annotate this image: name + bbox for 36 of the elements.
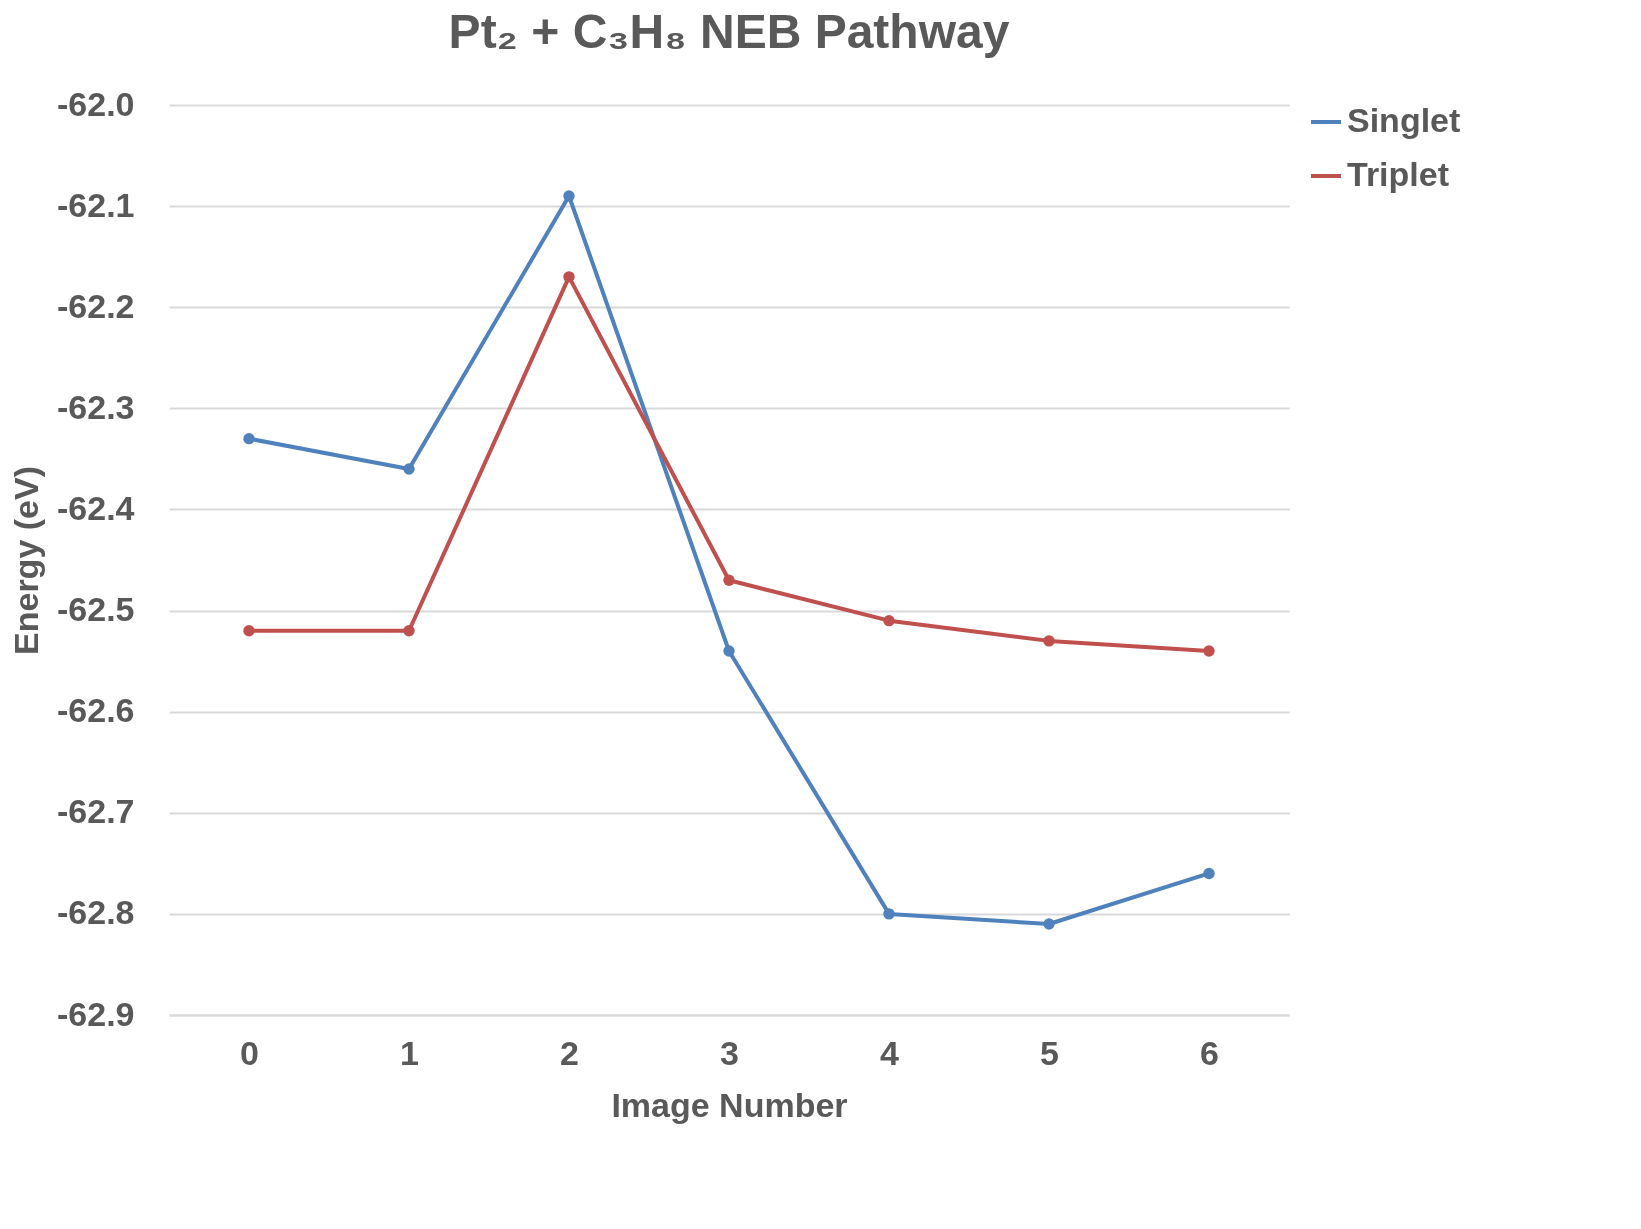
point	[1043, 635, 1055, 647]
point	[243, 432, 255, 445]
y-tick-label: -62.7	[57, 792, 135, 831]
x-tick-label: 5	[1040, 1033, 1059, 1072]
y-tick-label: -62.1	[57, 185, 135, 224]
x-tick-label: 1	[400, 1033, 419, 1072]
x-tick-label: 3	[720, 1033, 739, 1072]
chart-title: Pt₂ + C₃H₈ NEB Pathway	[448, 5, 1010, 58]
x-tick-label: 6	[1200, 1033, 1219, 1072]
point	[403, 463, 415, 475]
point	[403, 625, 415, 637]
point	[723, 645, 735, 657]
point	[883, 614, 895, 627]
x-tick-label: 2	[560, 1033, 579, 1072]
x-tick-label: 4	[880, 1033, 900, 1072]
point	[723, 574, 735, 586]
point	[563, 271, 575, 283]
y-tick-label: -62.2	[57, 286, 135, 325]
x-axis-title: Image Number	[611, 1085, 848, 1124]
legend-label: Triplet	[1347, 155, 1450, 193]
y-tick-label: -62.3	[57, 387, 135, 426]
y-tick-label: -62.6	[57, 691, 135, 730]
y-tick-label: -62.0	[57, 84, 135, 123]
point	[1203, 645, 1215, 657]
point	[883, 908, 895, 920]
legend-label: Singlet	[1347, 101, 1461, 139]
y-axis-title: Energy (eV)	[7, 466, 45, 655]
x-tick-label: 0	[240, 1033, 259, 1072]
y-tick-label: -62.4	[57, 488, 135, 527]
point	[1203, 867, 1215, 880]
y-tick-label: -62.5	[57, 590, 135, 629]
y-tick-label: -62.8	[57, 893, 135, 932]
point	[563, 190, 575, 202]
point	[243, 625, 255, 637]
point	[1043, 918, 1055, 930]
y-tick-label: -62.9	[57, 994, 135, 1033]
